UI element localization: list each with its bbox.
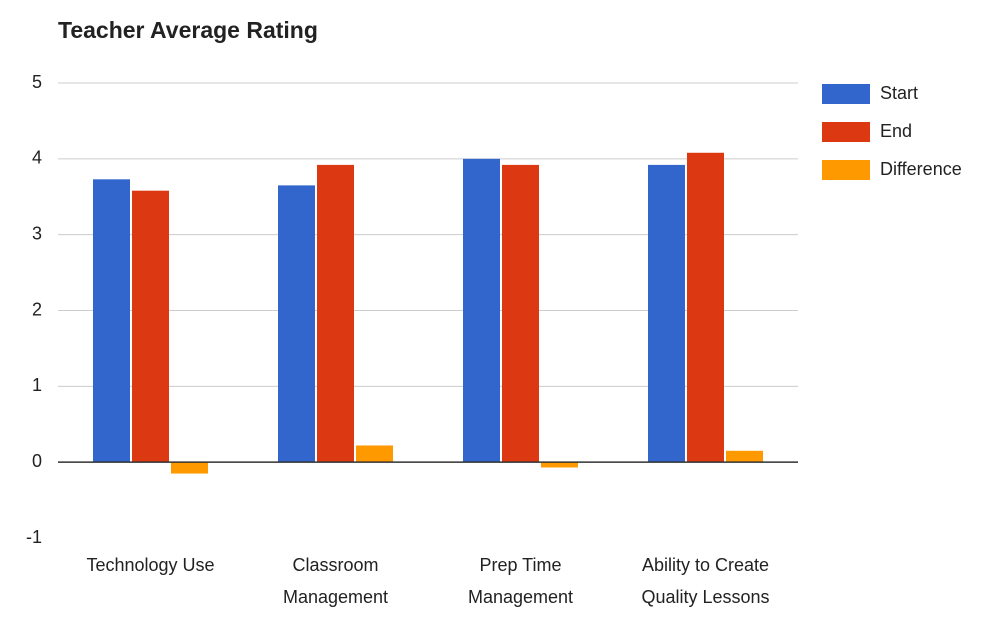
- bar: [726, 450, 763, 463]
- bar: [317, 164, 354, 463]
- y-tick-label: 1: [32, 375, 42, 395]
- y-tick-label: 0: [32, 451, 42, 471]
- legend-swatch: [822, 160, 870, 180]
- legend-label: Difference: [880, 159, 962, 179]
- x-tick-label: Classroom Management: [282, 555, 389, 607]
- x-tick-label: Prep Time Management: [467, 555, 574, 607]
- legend-swatch: [822, 122, 870, 142]
- y-tick-label: 2: [32, 299, 42, 319]
- bar: [502, 164, 539, 463]
- bar: [171, 462, 208, 474]
- bar: [687, 152, 724, 463]
- bar: [541, 462, 578, 468]
- chart-title: Teacher Average Rating: [58, 17, 318, 43]
- bar: [356, 445, 393, 463]
- bar: [648, 164, 685, 463]
- bar: [463, 158, 500, 463]
- y-tick-label: -1: [26, 527, 42, 547]
- y-tick-label: 4: [32, 148, 42, 168]
- legend-label: Start: [880, 83, 918, 103]
- bar: [93, 179, 130, 463]
- legend-swatch: [822, 84, 870, 104]
- x-tick-label: Ability to Create Quality Lessons: [641, 555, 770, 607]
- x-tick-label: Technology Use: [86, 555, 215, 575]
- bar: [132, 190, 169, 463]
- legend-label: End: [880, 121, 912, 141]
- y-tick-label: 5: [32, 72, 42, 92]
- bar: [278, 185, 315, 463]
- y-tick-label: 3: [32, 223, 42, 243]
